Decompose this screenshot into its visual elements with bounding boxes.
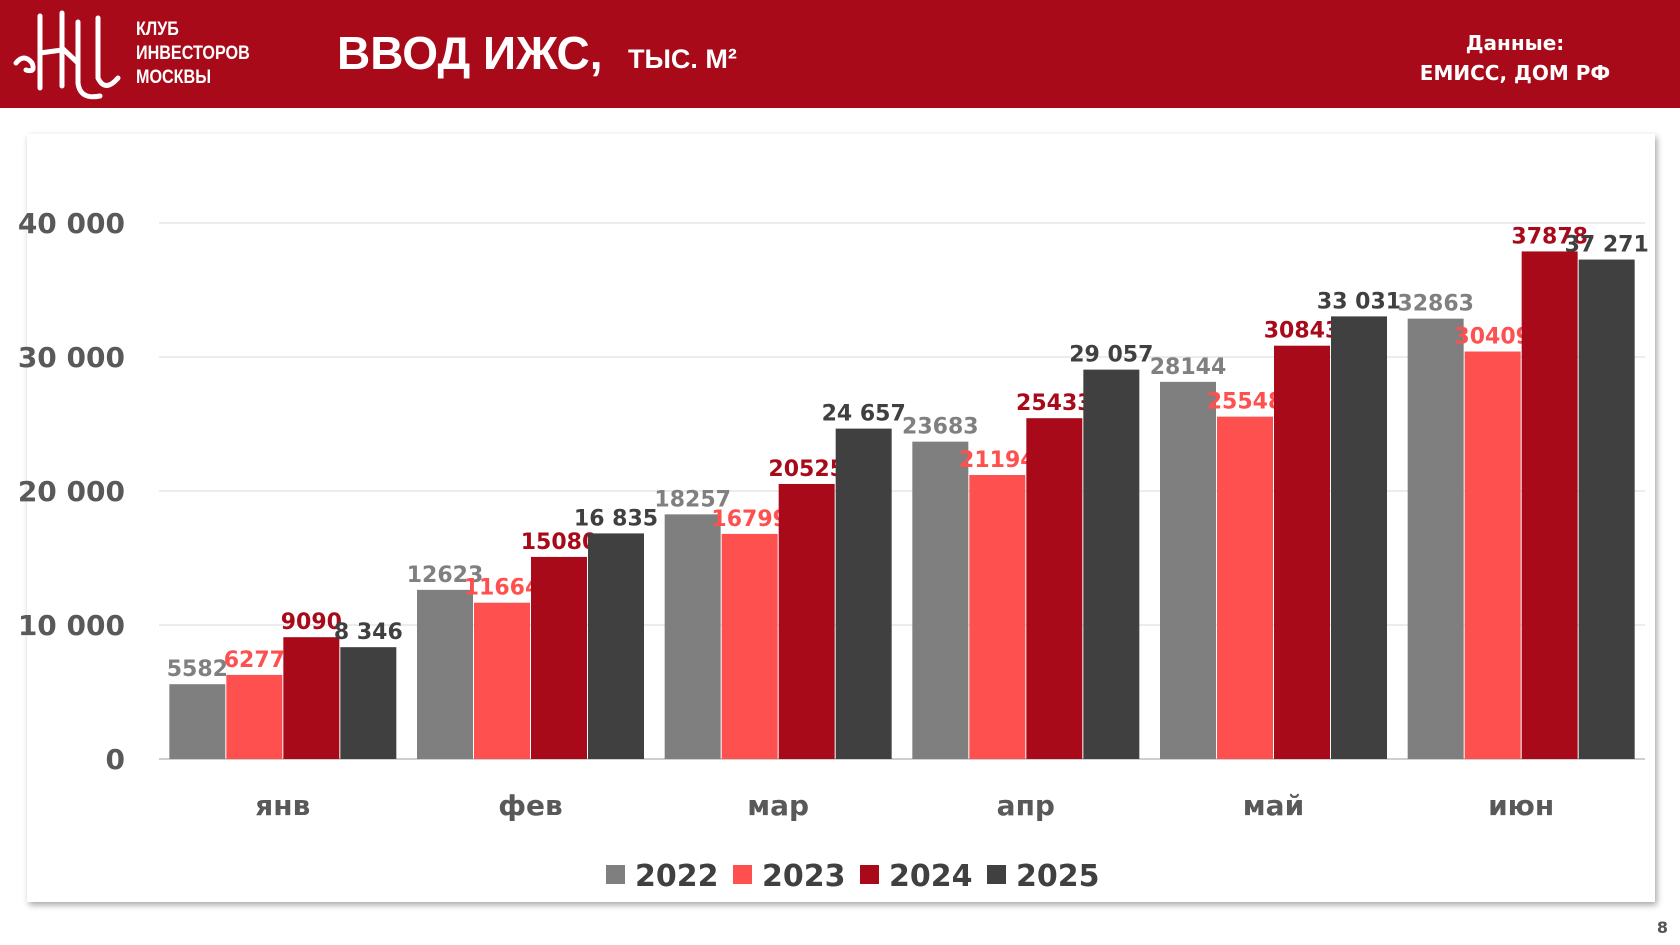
- legend-label: 2024: [889, 859, 973, 894]
- data-label: 28144: [1150, 355, 1227, 380]
- data-label: 5582: [167, 657, 228, 682]
- header: КЛУБ ИНВЕСТОРОВ МОСКВЫ ВВОД ИЖС, тыс. м²…: [0, 0, 1680, 108]
- data-label: 29 057: [1069, 343, 1153, 368]
- x-tick-label: янв: [255, 789, 310, 822]
- data-label: 30409: [1454, 325, 1531, 350]
- bar-2025: [588, 533, 644, 759]
- bar-2022: [417, 589, 473, 759]
- data-label: 23683: [902, 415, 979, 440]
- bar-2024: [1026, 418, 1083, 759]
- x-tick-label: фев: [498, 789, 563, 822]
- club-line: ИНВЕСТОРОВ: [136, 43, 250, 64]
- bar-2023: [1217, 416, 1273, 759]
- bar-2022: [664, 514, 721, 759]
- bar-2025: [835, 428, 892, 759]
- legend-label: 2025: [1016, 859, 1100, 894]
- bar-2024: [778, 483, 835, 759]
- bar-2025: [1083, 369, 1140, 759]
- data-label: 18257: [654, 487, 731, 512]
- club-logo: [13, 10, 121, 100]
- data-label: 16799: [711, 507, 788, 532]
- y-tick-label: 40 000: [18, 207, 125, 240]
- bar-2024: [1521, 251, 1578, 759]
- legend-label: 2022: [635, 859, 719, 894]
- legend-swatch-2025: [987, 865, 1006, 884]
- legend-label: 2023: [762, 859, 846, 894]
- bar-2025: [340, 647, 397, 759]
- bar-2023: [1464, 351, 1521, 759]
- bar-2024: [531, 556, 587, 759]
- bar-2025: [1578, 259, 1635, 759]
- data-label: 24 657: [822, 402, 906, 427]
- legend-swatch-2023: [733, 865, 752, 884]
- x-tick-label: апр: [997, 789, 1055, 822]
- bar-2022: [1160, 381, 1216, 759]
- data-label: 12623: [407, 563, 484, 588]
- data-label: 30843: [1264, 319, 1341, 344]
- source-label: Данные:: [1465, 31, 1565, 55]
- data-label: 9090: [281, 610, 342, 635]
- x-tick-label: май: [1243, 789, 1304, 822]
- club-line: КЛУБ: [136, 19, 179, 40]
- bar-2023: [226, 674, 283, 759]
- page-number: 8: [1656, 918, 1668, 937]
- data-label: 25433: [1016, 391, 1093, 416]
- y-tick-label: 30 000: [18, 341, 125, 374]
- x-tick-label: мар: [747, 789, 809, 822]
- title-unit: тыс. м²: [628, 44, 737, 74]
- bar-2024: [283, 637, 340, 759]
- bar-2023: [969, 475, 1026, 759]
- bar-2023: [721, 533, 778, 759]
- data-label: 20525: [768, 457, 845, 482]
- data-label: 15080: [521, 530, 598, 555]
- bar-2023: [474, 602, 530, 759]
- data-source: Данные: ЕМИСС, ДОМ РФ: [1380, 28, 1650, 88]
- data-label: 37 271: [1565, 233, 1649, 258]
- bar-2022: [169, 684, 226, 759]
- data-label: 6277: [224, 648, 285, 673]
- legend-swatch-2022: [606, 865, 625, 884]
- data-label: 33 031: [1317, 289, 1401, 314]
- club-line: МОСКВЫ: [136, 67, 212, 88]
- y-tick-label: 10 000: [18, 609, 125, 642]
- x-tick-label: июн: [1488, 789, 1554, 822]
- bar-2025: [1331, 316, 1387, 759]
- club-name: КЛУБ ИНВЕСТОРОВ МОСКВЫ: [136, 18, 250, 90]
- data-label: 32863: [1397, 292, 1474, 317]
- bar-2022: [912, 441, 969, 759]
- data-label: 21194: [959, 448, 1036, 473]
- bar-2022: [1407, 318, 1464, 759]
- page-title: ВВОД ИЖС,: [337, 27, 603, 79]
- source-value: ЕМИСС, ДОМ РФ: [1419, 61, 1611, 85]
- data-label: 8 346: [334, 620, 403, 645]
- y-tick-label: 0: [106, 743, 125, 776]
- y-tick-label: 20 000: [18, 475, 125, 508]
- legend-swatch-2024: [860, 865, 879, 884]
- data-label: 25548: [1207, 390, 1284, 415]
- data-label: 16 835: [574, 506, 658, 531]
- bar-2024: [1274, 345, 1330, 759]
- data-label: 11664: [464, 576, 541, 601]
- data-label: 37878: [1511, 224, 1588, 249]
